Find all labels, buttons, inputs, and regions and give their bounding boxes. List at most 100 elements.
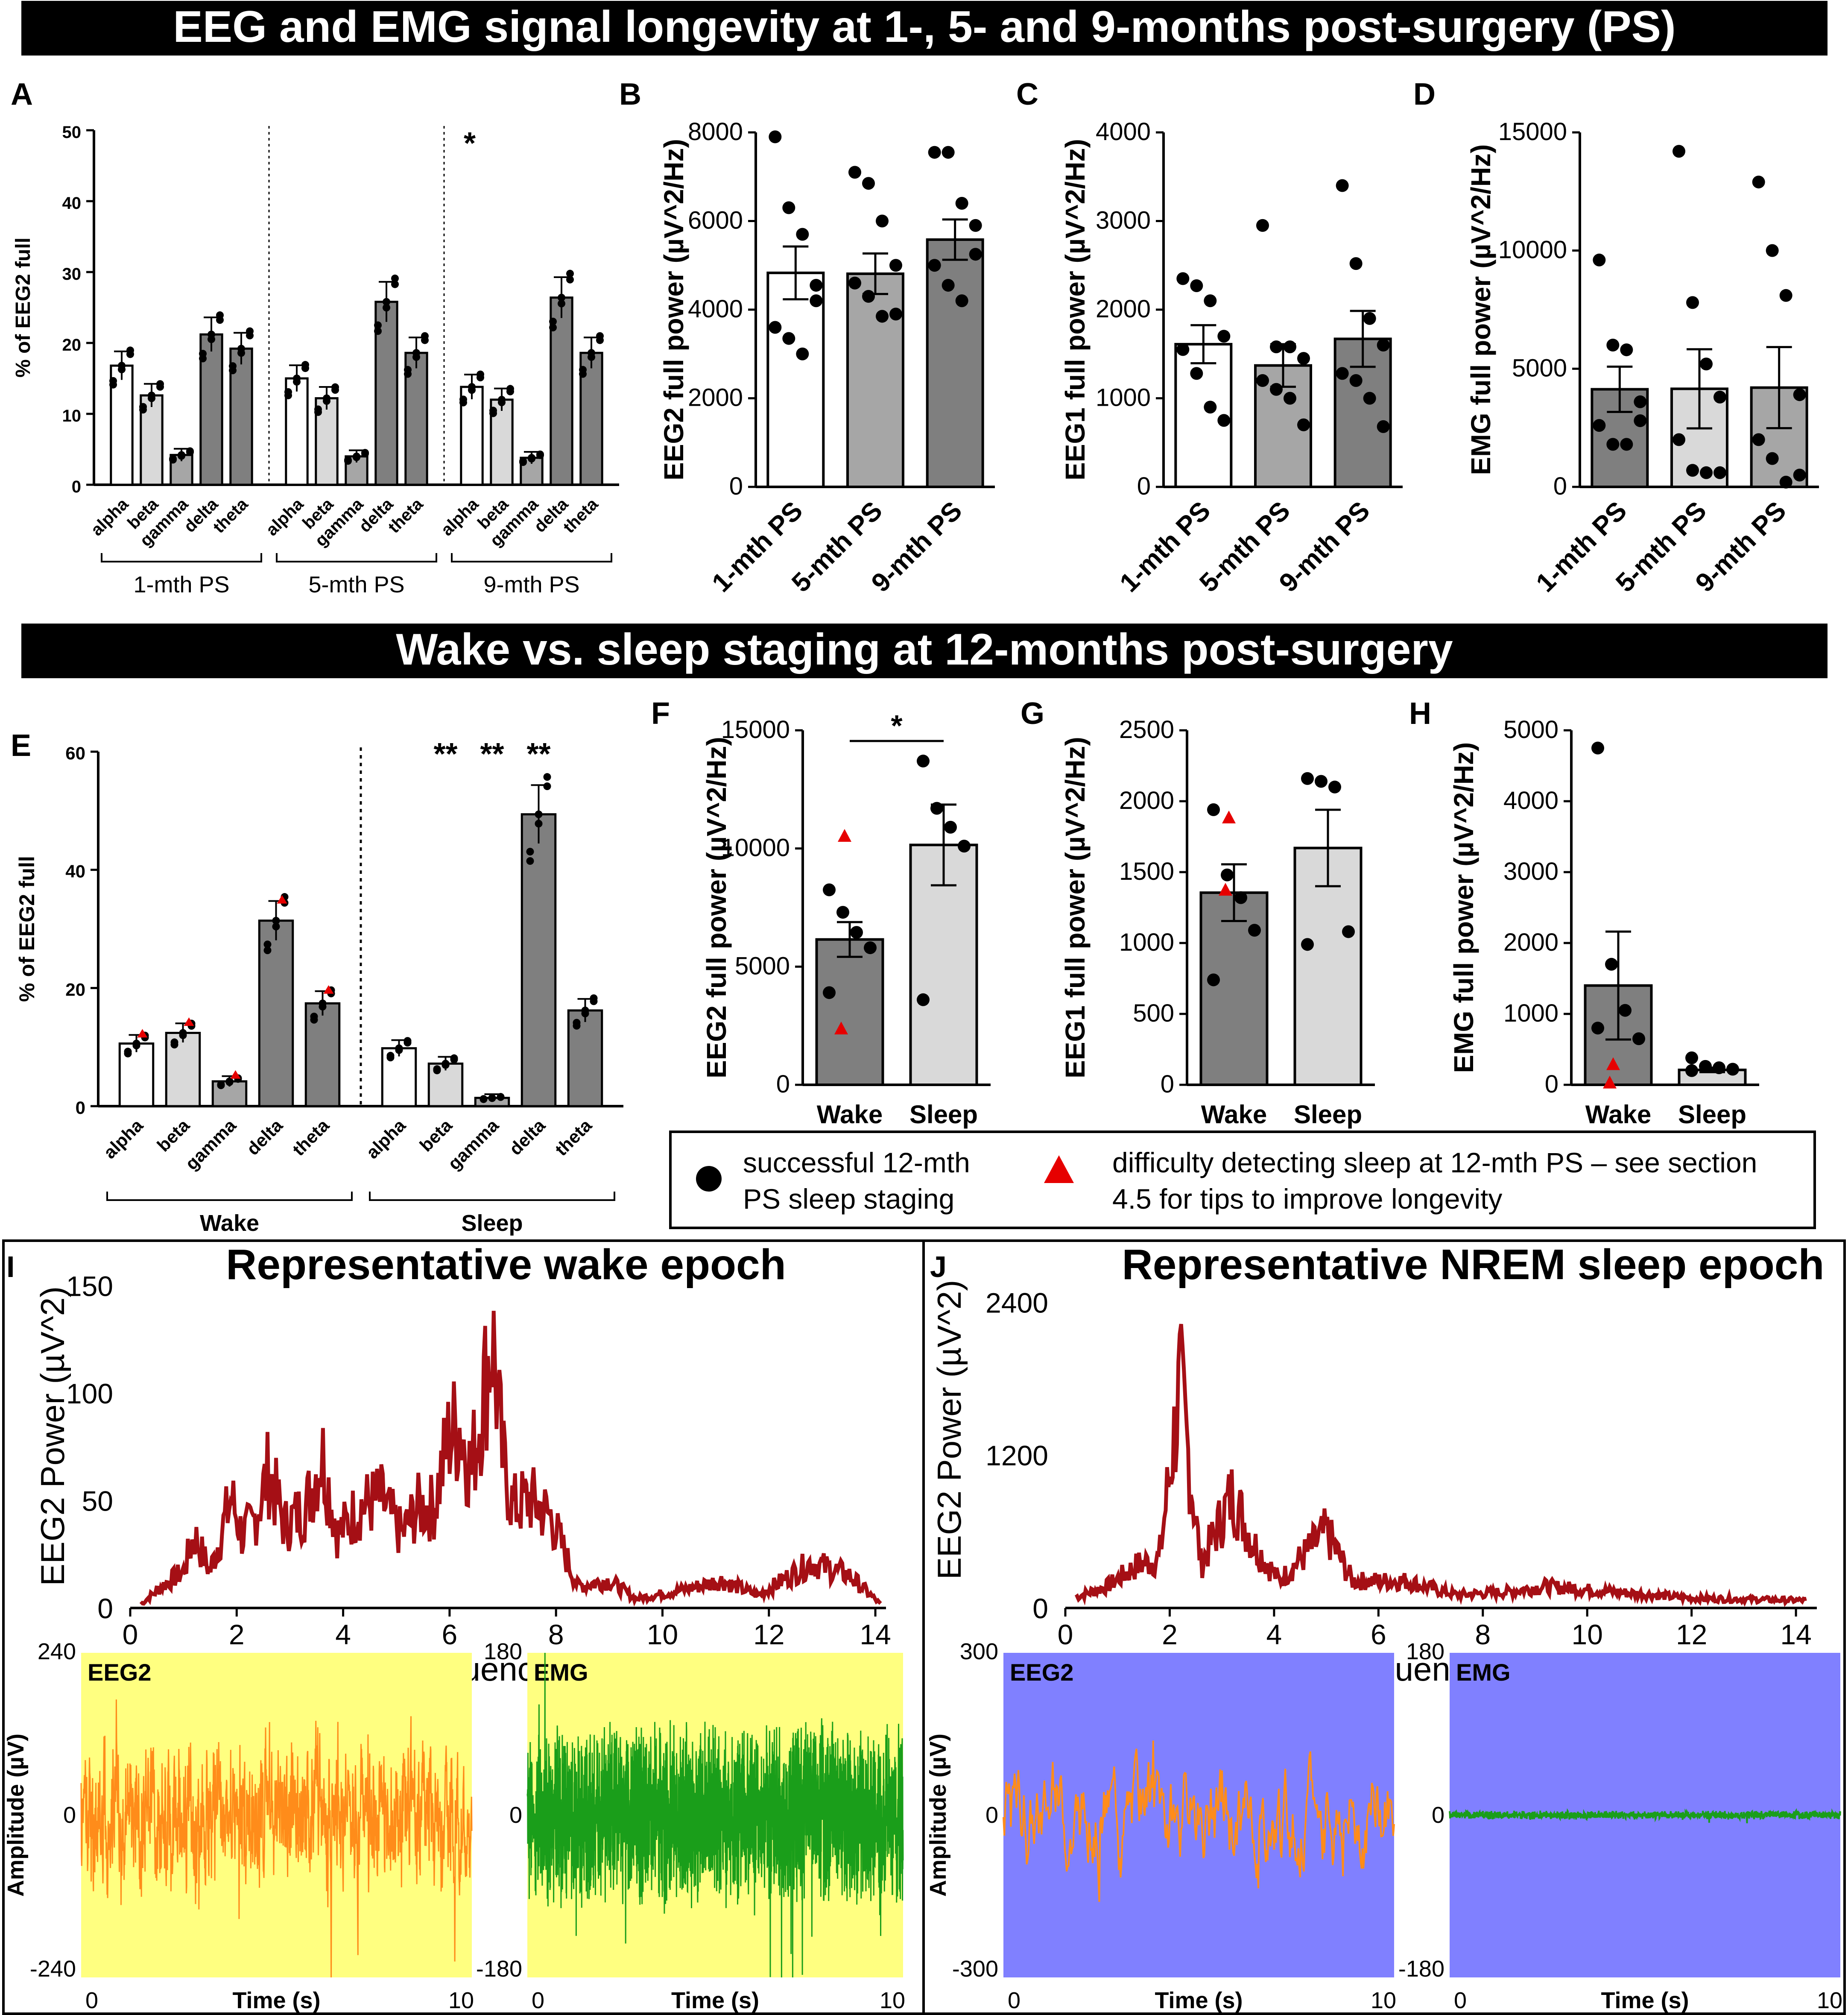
data-point-A	[412, 349, 420, 357]
data-point-C-2	[1363, 312, 1376, 325]
group-bracket-A	[451, 553, 612, 562]
legend-triangle-text-1: difficulty detecting sleep at 12-mth PS …	[1112, 1147, 1757, 1178]
data-point-H-0	[1591, 1022, 1604, 1035]
panel-label-C: C	[1016, 77, 1038, 111]
data-point-D-1	[1713, 390, 1726, 404]
y-tick-label-G: 500	[1133, 999, 1174, 1027]
data-point-D-2	[1752, 433, 1765, 446]
x-tick-label-I_spectrum: 12	[753, 1619, 784, 1650]
x-tick-label-I_emg: 10	[880, 1988, 905, 2013]
x-tick-label-F: Sleep	[909, 1100, 978, 1129]
data-point-D-2	[1793, 469, 1806, 482]
x-tick-label-J_spectrum: 6	[1371, 1619, 1386, 1650]
data-point-B-2	[942, 278, 955, 292]
y-tick-label-F: 10000	[721, 834, 790, 862]
y-tick-label-G: 1000	[1119, 928, 1174, 956]
y-tick-label-A: 10	[62, 407, 82, 425]
x-tick-label-J_emg: 10	[1817, 1988, 1842, 2013]
data-point-G-1	[1301, 772, 1314, 785]
data-point-H-1	[1713, 1061, 1725, 1075]
x-tick-label-I_spectrum: 6	[442, 1619, 458, 1650]
data-point-C-2	[1349, 374, 1363, 387]
data-point-B-1	[848, 276, 861, 290]
y-axis-title-F: EEG2 full power (µV^2/Hz)	[701, 737, 732, 1078]
data-point-A	[374, 321, 382, 329]
legend-circle-text-2: PS sleep staging	[743, 1183, 954, 1215]
data-point-C-2	[1336, 179, 1349, 192]
data-point-A	[246, 327, 254, 335]
data-point-A	[506, 385, 514, 393]
x-axis-title-I_emg: Time (s)	[671, 1988, 759, 2013]
data-point-E	[450, 1054, 458, 1062]
data-point-B-1	[862, 290, 875, 303]
data-point-A	[118, 362, 126, 370]
trace-label-I_emg: EMG	[534, 1659, 588, 1686]
data-point-A	[208, 331, 215, 339]
x-tick-label-E: alpha	[99, 1115, 147, 1163]
y-tick-label-D: 15000	[1498, 118, 1567, 146]
data-point-E	[217, 1081, 225, 1089]
data-point-B-1	[889, 308, 902, 321]
trace-line-I_eeg	[80, 1699, 473, 1978]
y-tick-label-G: 1500	[1119, 858, 1174, 885]
data-point-A	[361, 449, 369, 457]
data-point-B-2	[955, 294, 968, 308]
group-label-A: 1-mth PS	[133, 572, 229, 597]
x-tick-label-A: alpha	[87, 495, 132, 540]
group-label-E: Sleep	[461, 1210, 523, 1236]
y-tick-label-H: 4000	[1503, 787, 1559, 814]
legend-triangle-text-2: 4.5 for tips to improve longevity	[1112, 1183, 1502, 1215]
x-tick-label-E: beta	[416, 1115, 456, 1156]
y-tick-label-J_emg: 180	[1406, 1639, 1444, 1664]
data-point-E	[488, 1094, 496, 1102]
data-point-A	[126, 346, 134, 354]
data-point-C-0	[1204, 401, 1217, 414]
y-tick-label-E: 0	[76, 1098, 85, 1118]
data-point-A	[459, 395, 467, 404]
x-tick-label-I_spectrum: 10	[647, 1619, 678, 1650]
data-point-E	[310, 1013, 318, 1021]
data-point-A	[528, 454, 535, 462]
data-point-B-1	[876, 310, 889, 323]
x-tick-label-J_spectrum: 4	[1266, 1619, 1282, 1650]
data-point-D-2	[1793, 388, 1806, 401]
data-point-H-1	[1726, 1063, 1739, 1076]
data-point-E	[573, 1019, 581, 1027]
data-point-G-1	[1301, 938, 1314, 951]
data-point-B-1	[889, 259, 902, 272]
y-tick-label-G: 2500	[1119, 716, 1174, 744]
data-point-E	[497, 1093, 505, 1101]
data-point-D-2	[1779, 475, 1792, 489]
y-tick-label-H: 1000	[1503, 999, 1559, 1027]
data-point-G-1	[1328, 780, 1341, 794]
y-tick-label-I_spectrum: 0	[97, 1593, 113, 1624]
data-point-B-0	[796, 228, 809, 241]
trace-label-J_emg: EMG	[1456, 1659, 1511, 1686]
x-axis-title-J_eeg: Time (s)	[1155, 1988, 1243, 2013]
data-point-A	[558, 293, 565, 302]
data-point-B-2	[969, 219, 982, 232]
data-point-A	[383, 298, 390, 306]
y-tick-label-I_emg: 0	[509, 1802, 522, 1828]
data-point-C-0	[1217, 414, 1231, 427]
data-point-A	[383, 304, 390, 312]
data-point-A	[156, 380, 164, 388]
y-tick-label-C: 4000	[1096, 118, 1151, 146]
x-tick-label-A: theta	[560, 495, 602, 537]
y-tick-label-C: 3000	[1096, 207, 1151, 234]
x-tick-label-E: theta	[289, 1115, 333, 1160]
data-point-G-0	[1221, 868, 1234, 882]
significance-marker-A: *	[464, 126, 476, 161]
data-point-F-0	[823, 986, 836, 999]
x-tick-label-H: Wake	[1585, 1100, 1652, 1129]
x-tick-label-I_spectrum: 0	[123, 1619, 138, 1650]
x-tick-label-A: alpha	[262, 495, 307, 540]
y-tick-label-I_emg: 180	[484, 1639, 522, 1664]
x-tick-label-E: beta	[153, 1115, 194, 1156]
bar-B-2	[926, 238, 984, 488]
data-point-E	[404, 1037, 412, 1045]
data-point-D-0	[1620, 343, 1633, 357]
y-tick-label-B: 2000	[688, 384, 743, 412]
data-point-C-2	[1363, 392, 1376, 405]
x-tick-label-I_eeg: 0	[85, 1988, 98, 2013]
